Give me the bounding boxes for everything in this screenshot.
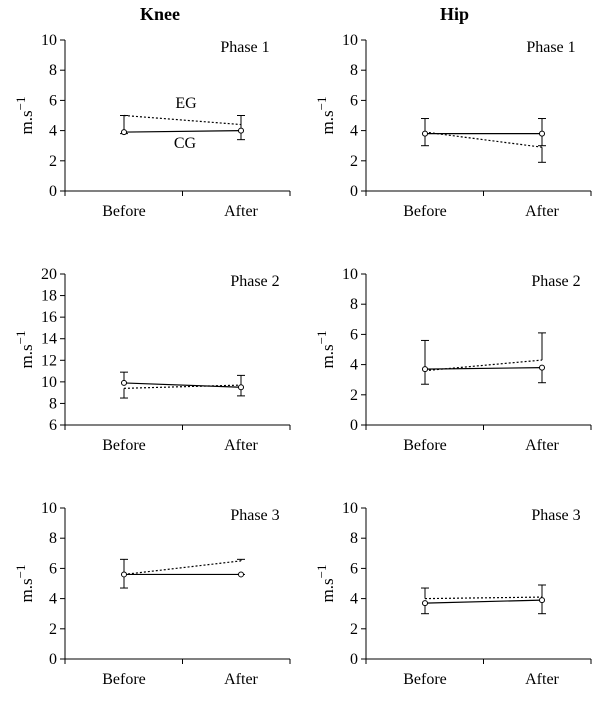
- phase-label: Phase 3: [531, 507, 580, 524]
- y-tick-label: 2: [49, 621, 57, 638]
- y-tick-label: 4: [49, 123, 57, 140]
- chart-hip-phase-1: 0 2 4 6 8 10 Before After m.s−1 Phase 1: [314, 32, 592, 220]
- series-line-dotted: [123, 560, 242, 576]
- x-tick-label: After: [224, 203, 258, 220]
- y-axis-label: m.s−1: [314, 331, 337, 369]
- series-line-dotted: [123, 114, 242, 126]
- data-point: [422, 366, 428, 373]
- y-tick-label: 2: [350, 621, 358, 638]
- y-tick-label: 6: [49, 560, 57, 577]
- x-tick-label: Before: [102, 437, 146, 454]
- series-label: CG: [174, 135, 197, 152]
- y-tick-label: 12: [41, 352, 57, 369]
- chart-knee-phase-2: 6 8 10 12 14 16 18 20 Before After m.s−1 Phase 2: [13, 266, 291, 454]
- y-tick-label: 10: [41, 500, 57, 517]
- hip-column-title: Hip: [440, 4, 470, 24]
- series-line-dotted: [424, 131, 543, 148]
- x-tick-label: Before: [403, 671, 447, 688]
- y-tick-label: 6: [49, 417, 57, 434]
- knee-column-title: Knee: [140, 4, 180, 24]
- y-tick-label: 4: [350, 591, 358, 608]
- data-point: [121, 129, 127, 136]
- y-tick-label: 16: [41, 309, 57, 326]
- phase-label: Phase 3: [230, 507, 279, 524]
- y-tick-label: 0: [49, 651, 57, 668]
- data-point: [539, 130, 545, 137]
- data-point: [539, 364, 545, 371]
- x-tick-label: After: [525, 671, 559, 688]
- y-tick-label: 18: [41, 288, 57, 305]
- y-tick-label: 10: [41, 374, 57, 391]
- data-point: [238, 127, 244, 134]
- y-axis-label: m.s−1: [314, 97, 337, 135]
- x-tick-label: Before: [102, 671, 146, 688]
- y-axis-label: m.s−1: [314, 565, 337, 603]
- series-line-dotted: [424, 596, 543, 600]
- y-tick-label: 6: [350, 560, 358, 577]
- phase-label: Phase 2: [531, 273, 580, 290]
- chart-knee-phase-3: 0 2 4 6 8 10 Before After m.s−1 Phase 3: [13, 500, 291, 688]
- y-tick-label: 2: [350, 153, 358, 170]
- y-axis-label: m.s−1: [13, 565, 36, 603]
- y-axis-label: m.s−1: [13, 331, 36, 369]
- x-tick-label: After: [525, 437, 559, 454]
- y-tick-label: 6: [49, 92, 57, 109]
- y-tick-label: 8: [49, 530, 57, 547]
- y-tick-label: 0: [350, 183, 358, 200]
- series-line-dotted: [424, 359, 543, 372]
- y-tick-label: 10: [41, 32, 57, 49]
- y-tick-label: 4: [350, 357, 358, 374]
- data-point: [121, 571, 127, 578]
- y-tick-label: 8: [350, 530, 358, 547]
- x-tick-label: Before: [403, 203, 447, 220]
- data-point: [238, 571, 244, 578]
- x-tick-label: After: [224, 671, 258, 688]
- data-point: [539, 597, 545, 604]
- data-point: [422, 130, 428, 137]
- y-axis-label: m.s−1: [13, 97, 36, 135]
- y-tick-label: 8: [350, 62, 358, 79]
- chart-hip-phase-2: 0 2 4 6 8 10 Before After m.s−1 Phase 2: [314, 266, 592, 454]
- y-tick-label: 4: [49, 591, 57, 608]
- chart-knee-phase-1: 0 2 4 6 8 10 Before After m.s−1 Phase 1 EG CG: [13, 32, 291, 220]
- y-tick-label: 6: [350, 326, 358, 343]
- series-line-solid: [123, 382, 242, 388]
- series-line-solid: [123, 130, 242, 133]
- y-tick-label: 8: [49, 62, 57, 79]
- series-line-solid: [424, 599, 543, 604]
- series-label: EG: [175, 95, 197, 112]
- y-tick-label: 2: [49, 153, 57, 170]
- y-tick-label: 8: [49, 395, 57, 412]
- x-tick-label: Before: [102, 203, 146, 220]
- series-line-solid: [424, 367, 543, 370]
- y-tick-label: 0: [350, 417, 358, 434]
- y-tick-label: 10: [342, 266, 358, 283]
- phase-label: Phase 1: [526, 39, 575, 56]
- y-tick-label: 0: [350, 651, 358, 668]
- x-tick-label: Before: [403, 437, 447, 454]
- y-tick-label: 10: [342, 500, 358, 517]
- series-line-dotted: [123, 384, 242, 389]
- phase-label: Phase 2: [230, 273, 279, 290]
- chart-hip-phase-3: 0 2 4 6 8 10 Before After m.s−1 Phase 3: [314, 500, 592, 688]
- x-tick-label: After: [525, 203, 559, 220]
- y-tick-label: 0: [49, 183, 57, 200]
- y-tick-label: 20: [41, 266, 57, 283]
- y-tick-label: 4: [350, 123, 358, 140]
- data-point: [121, 379, 127, 386]
- data-point: [238, 384, 244, 391]
- y-tick-label: 14: [41, 331, 57, 348]
- phase-label: Phase 1: [220, 39, 269, 56]
- y-tick-label: 6: [350, 92, 358, 109]
- x-tick-label: After: [224, 437, 258, 454]
- y-tick-label: 8: [350, 296, 358, 313]
- y-tick-label: 10: [342, 32, 358, 49]
- data-point: [422, 600, 428, 607]
- y-tick-label: 2: [350, 387, 358, 404]
